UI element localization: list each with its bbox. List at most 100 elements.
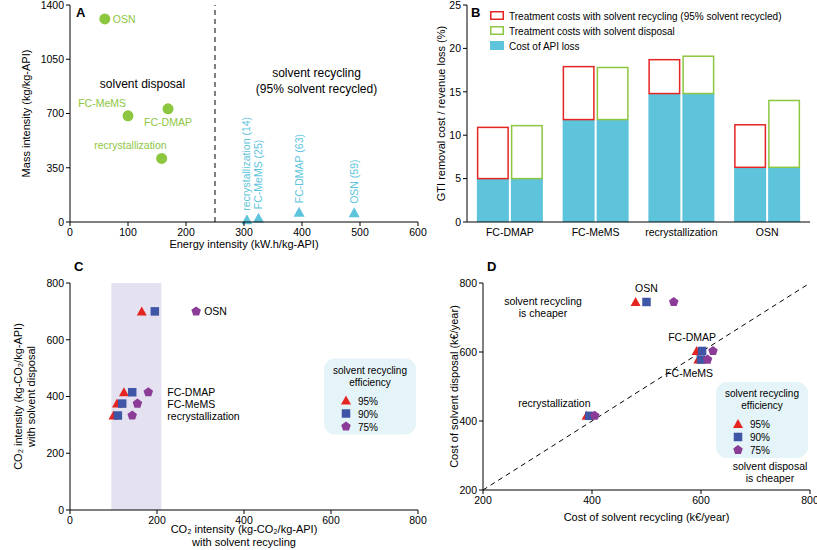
highlight-band — [111, 283, 161, 510]
y-tick — [66, 222, 70, 223]
y-tick-label: 20 — [449, 42, 461, 54]
point-label: FC-DMAP — [144, 116, 192, 128]
y-tick-label: 600 — [459, 346, 477, 358]
legend-title: efficiency — [741, 400, 783, 411]
legend-swatch — [491, 27, 504, 35]
x-axis-label: Energy intensity (kW.h/kg-API) — [169, 238, 318, 250]
point — [642, 298, 651, 307]
point-label: OSN — [204, 305, 227, 317]
y-tick-label: 800 — [459, 277, 477, 289]
bar-segment — [511, 179, 543, 222]
reference-line — [483, 283, 810, 490]
labels: OSNFC-MeMSFC-DMAPrecrystallizationsolven… — [78, 13, 377, 211]
x-tick-label: 200 — [148, 514, 166, 526]
figure: 0100200300400500600035070010501400Energy… — [0, 0, 817, 550]
x-axis — [467, 222, 810, 223]
y-tick-label: 350 — [46, 162, 64, 174]
point — [349, 207, 360, 217]
x-tick-label: 100 — [119, 226, 137, 238]
y-tick-label: 700 — [46, 107, 64, 119]
region-label: solvent recycling(95% solvent recycled) — [256, 66, 377, 96]
point-label: FC-DMAP — [668, 331, 716, 343]
legend-marker — [733, 445, 743, 454]
legend-label: 95% — [750, 419, 770, 430]
panel-letter: D — [487, 259, 496, 274]
y-tick-label: 400 — [46, 390, 64, 402]
y-tick-label: 0 — [58, 504, 64, 516]
legend: solvent recyclingefficiency95%90%75% — [324, 359, 416, 435]
y-tick — [66, 453, 70, 454]
y-tick — [66, 396, 70, 397]
y-tick-label: 400 — [459, 415, 477, 427]
axes: 0510152025GTI removal cost / revenue los… — [435, 0, 810, 228]
panel-letter: B — [471, 5, 480, 20]
y-tick-label: 1400 — [41, 0, 65, 11]
bar-segment — [768, 167, 800, 222]
y-tick — [66, 5, 70, 6]
legend-label: Cost of API loss — [509, 41, 580, 52]
point — [119, 387, 129, 396]
bar-segment — [734, 167, 766, 222]
y-tick-label: 1050 — [41, 53, 65, 65]
x-tick-label: 800 — [801, 494, 817, 506]
point-label: recrystallization — [94, 139, 167, 151]
point — [99, 13, 110, 24]
y-tick-label: 15 — [449, 86, 461, 98]
legend-marker — [341, 422, 351, 431]
y-tick — [479, 490, 483, 491]
point-label: FC-MeMS — [167, 398, 215, 410]
y-tick — [479, 352, 483, 353]
point-label: OSN — [113, 13, 136, 25]
legend-label: 90% — [750, 432, 770, 443]
point-label: OSN — [635, 282, 658, 294]
y-tick — [66, 339, 70, 340]
region-label-line: solvent disposal — [100, 77, 185, 91]
y-tick-label: 200 — [459, 484, 477, 496]
point — [631, 297, 641, 306]
category-label: OSN — [756, 226, 779, 238]
x-tick-label: 400 — [293, 226, 311, 238]
legend-label: 75% — [750, 445, 770, 456]
legend-title: efficiency — [349, 377, 391, 388]
y-tick — [463, 48, 467, 49]
point — [253, 213, 264, 223]
bar-segment — [597, 67, 628, 119]
x-tick-label: 400 — [583, 494, 601, 506]
y-tick — [66, 167, 70, 168]
y-axis-label: Mass intensity (kg/kg-API) — [20, 50, 32, 178]
region-label: solvent recycling — [504, 295, 582, 307]
y-tick-label: 5 — [455, 172, 461, 184]
bar-segment — [769, 100, 800, 167]
point — [144, 387, 154, 396]
bar-segment — [563, 120, 595, 222]
plot-area — [477, 56, 800, 222]
x-axis — [483, 490, 810, 491]
legend-label: Treatment costs with solvent recycling (… — [509, 11, 782, 22]
x-axis-label: with solvent recycling — [191, 536, 296, 548]
plot-area — [483, 283, 810, 490]
y-axis — [483, 283, 484, 490]
plot-area — [99, 5, 359, 224]
axes: 200400600800200400600800Cost of solvent … — [448, 259, 817, 523]
point — [133, 399, 143, 408]
bar-segment — [478, 127, 509, 178]
point-label: recrystallization — [518, 397, 591, 409]
point — [669, 297, 679, 306]
point-label: FC-DMAP (63) — [293, 134, 305, 203]
point — [118, 399, 127, 408]
point — [128, 388, 137, 397]
bar-segment — [648, 94, 680, 222]
region-label: solvent disposal — [733, 460, 808, 472]
y-axis-label: CO₂ intensity (kg-CO₂/kg-API) — [12, 323, 24, 470]
y-tick — [463, 178, 467, 179]
point-label: recrystallization (14) — [240, 117, 252, 211]
point — [703, 355, 713, 364]
point — [241, 214, 252, 224]
category-label: FC-DMAP — [486, 226, 534, 238]
point-label: FC-DMAP — [167, 386, 215, 398]
y-tick — [463, 5, 467, 6]
point — [163, 103, 174, 114]
legend-title: solvent recycling — [725, 388, 799, 399]
y-tick — [463, 91, 467, 92]
x-tick-label: 300 — [235, 226, 253, 238]
